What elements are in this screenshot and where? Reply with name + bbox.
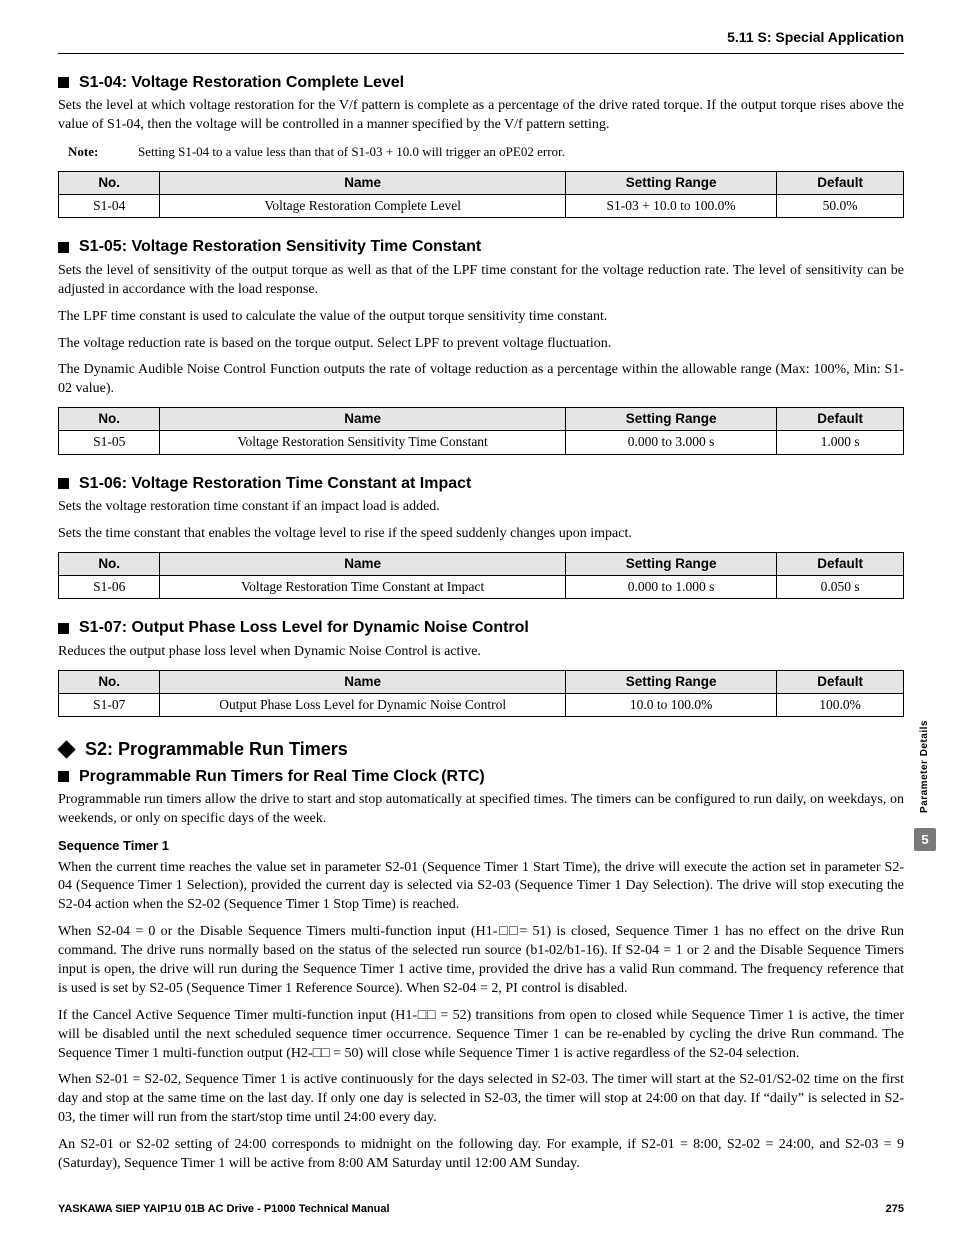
col-no: No.	[59, 171, 160, 194]
heading-s1-04: S1-04: Voltage Restoration Complete Leve…	[58, 72, 904, 94]
col-range: Setting Range	[565, 670, 776, 693]
heading-s2-rtc: Programmable Run Timers for Real Time Cl…	[58, 766, 904, 788]
top-rule	[58, 53, 904, 54]
heading-s1-06: S1-06: Voltage Restoration Time Constant…	[58, 473, 904, 495]
paragraph: Sets the time constant that enables the …	[58, 525, 904, 544]
col-no: No.	[59, 670, 160, 693]
cell-no: S1-04	[59, 195, 160, 218]
table-row: S1-06 Voltage Restoration Time Constant …	[59, 576, 904, 599]
heading-text: S1-04: Voltage Restoration Complete Leve…	[79, 72, 404, 94]
paragraph: An S2-01 or S2-02 setting of 24:00 corre…	[58, 1136, 904, 1174]
cell-range: S1-03 + 10.0 to 100.0%	[565, 195, 776, 218]
side-tab: Parameter Details 5	[914, 720, 936, 851]
cell-range: 0.000 to 3.000 s	[565, 431, 776, 454]
col-default: Default	[777, 553, 904, 576]
paragraph: When the current time reaches the value …	[58, 859, 904, 916]
footer-left: YASKAWA SIEP YAIP1U 01B AC Drive - P1000…	[58, 1202, 390, 1217]
cell-name: Voltage Restoration Sensitivity Time Con…	[160, 431, 566, 454]
square-bullet-icon	[58, 242, 69, 253]
cell-name: Voltage Restoration Complete Level	[160, 195, 566, 218]
col-no: No.	[59, 408, 160, 431]
table-header-row: No. Name Setting Range Default	[59, 408, 904, 431]
cell-no: S1-07	[59, 694, 160, 717]
table-s1-04: No. Name Setting Range Default S1-04 Vol…	[58, 171, 904, 218]
cell-name: Output Phase Loss Level for Dynamic Nois…	[160, 694, 566, 717]
heading-text: S2: Programmable Run Timers	[85, 737, 348, 761]
cell-default: 100.0%	[777, 694, 904, 717]
paragraph: When S2-04 = 0 or the Disable Sequence T…	[58, 923, 904, 999]
table-s1-06: No. Name Setting Range Default S1-06 Vol…	[58, 552, 904, 599]
note-label: Note:	[58, 143, 138, 161]
side-tab-label: Parameter Details	[918, 720, 932, 813]
heading-text: S1-07: Output Phase Loss Level for Dynam…	[79, 617, 529, 639]
heading-sequence-timer-1: Sequence Timer 1	[58, 837, 904, 855]
paragraph: Sets the level at which voltage restorat…	[58, 97, 904, 135]
square-bullet-icon	[58, 623, 69, 634]
cell-default: 50.0%	[777, 195, 904, 218]
cell-default: 0.050 s	[777, 576, 904, 599]
col-range: Setting Range	[565, 171, 776, 194]
side-tab-number: 5	[914, 828, 936, 852]
table-s1-07: No. Name Setting Range Default S1-07 Out…	[58, 670, 904, 717]
table-row: S1-04 Voltage Restoration Complete Level…	[59, 195, 904, 218]
paragraph: The voltage reduction rate is based on t…	[58, 335, 904, 354]
running-header: 5.11 S: Special Application	[58, 28, 904, 47]
table-header-row: No. Name Setting Range Default	[59, 171, 904, 194]
cell-no: S1-05	[59, 431, 160, 454]
diamond-bullet-icon	[57, 740, 75, 758]
col-default: Default	[777, 171, 904, 194]
paragraph: Sets the level of sensitivity of the out…	[58, 262, 904, 300]
heading-text: S1-05: Voltage Restoration Sensitivity T…	[79, 236, 481, 258]
heading-text: Programmable Run Timers for Real Time Cl…	[79, 766, 485, 788]
page-footer: YASKAWA SIEP YAIP1U 01B AC Drive - P1000…	[58, 1202, 904, 1217]
col-range: Setting Range	[565, 408, 776, 431]
col-name: Name	[160, 408, 566, 431]
table-row: S1-05 Voltage Restoration Sensitivity Ti…	[59, 431, 904, 454]
cell-default: 1.000 s	[777, 431, 904, 454]
cell-range: 0.000 to 1.000 s	[565, 576, 776, 599]
table-row: S1-07 Output Phase Loss Level for Dynami…	[59, 694, 904, 717]
footer-page-number: 275	[886, 1202, 904, 1217]
paragraph: When S2-01 = S2-02, Sequence Timer 1 is …	[58, 1071, 904, 1128]
note-row: Note: Setting S1-04 to a value less than…	[58, 143, 904, 161]
heading-s2: S2: Programmable Run Timers	[58, 737, 904, 761]
cell-no: S1-06	[59, 576, 160, 599]
table-header-row: No. Name Setting Range Default	[59, 670, 904, 693]
table-header-row: No. Name Setting Range Default	[59, 553, 904, 576]
col-name: Name	[160, 553, 566, 576]
square-bullet-icon	[58, 478, 69, 489]
paragraph: The Dynamic Audible Noise Control Functi…	[58, 361, 904, 399]
col-default: Default	[777, 670, 904, 693]
cell-name: Voltage Restoration Time Constant at Imp…	[160, 576, 566, 599]
col-name: Name	[160, 670, 566, 693]
col-range: Setting Range	[565, 553, 776, 576]
heading-s1-05: S1-05: Voltage Restoration Sensitivity T…	[58, 236, 904, 258]
heading-text: S1-06: Voltage Restoration Time Constant…	[79, 473, 471, 495]
paragraph: If the Cancel Active Sequence Timer mult…	[58, 1007, 904, 1064]
square-bullet-icon	[58, 771, 69, 782]
paragraph: Reduces the output phase loss level when…	[58, 643, 904, 662]
cell-range: 10.0 to 100.0%	[565, 694, 776, 717]
paragraph: Programmable run timers allow the drive …	[58, 791, 904, 829]
col-default: Default	[777, 408, 904, 431]
paragraph: The LPF time constant is used to calcula…	[58, 308, 904, 327]
paragraph: Sets the voltage restoration time consta…	[58, 498, 904, 517]
col-no: No.	[59, 553, 160, 576]
square-bullet-icon	[58, 77, 69, 88]
note-text: Setting S1-04 to a value less than that …	[138, 143, 565, 161]
heading-s1-07: S1-07: Output Phase Loss Level for Dynam…	[58, 617, 904, 639]
table-s1-05: No. Name Setting Range Default S1-05 Vol…	[58, 407, 904, 454]
col-name: Name	[160, 171, 566, 194]
